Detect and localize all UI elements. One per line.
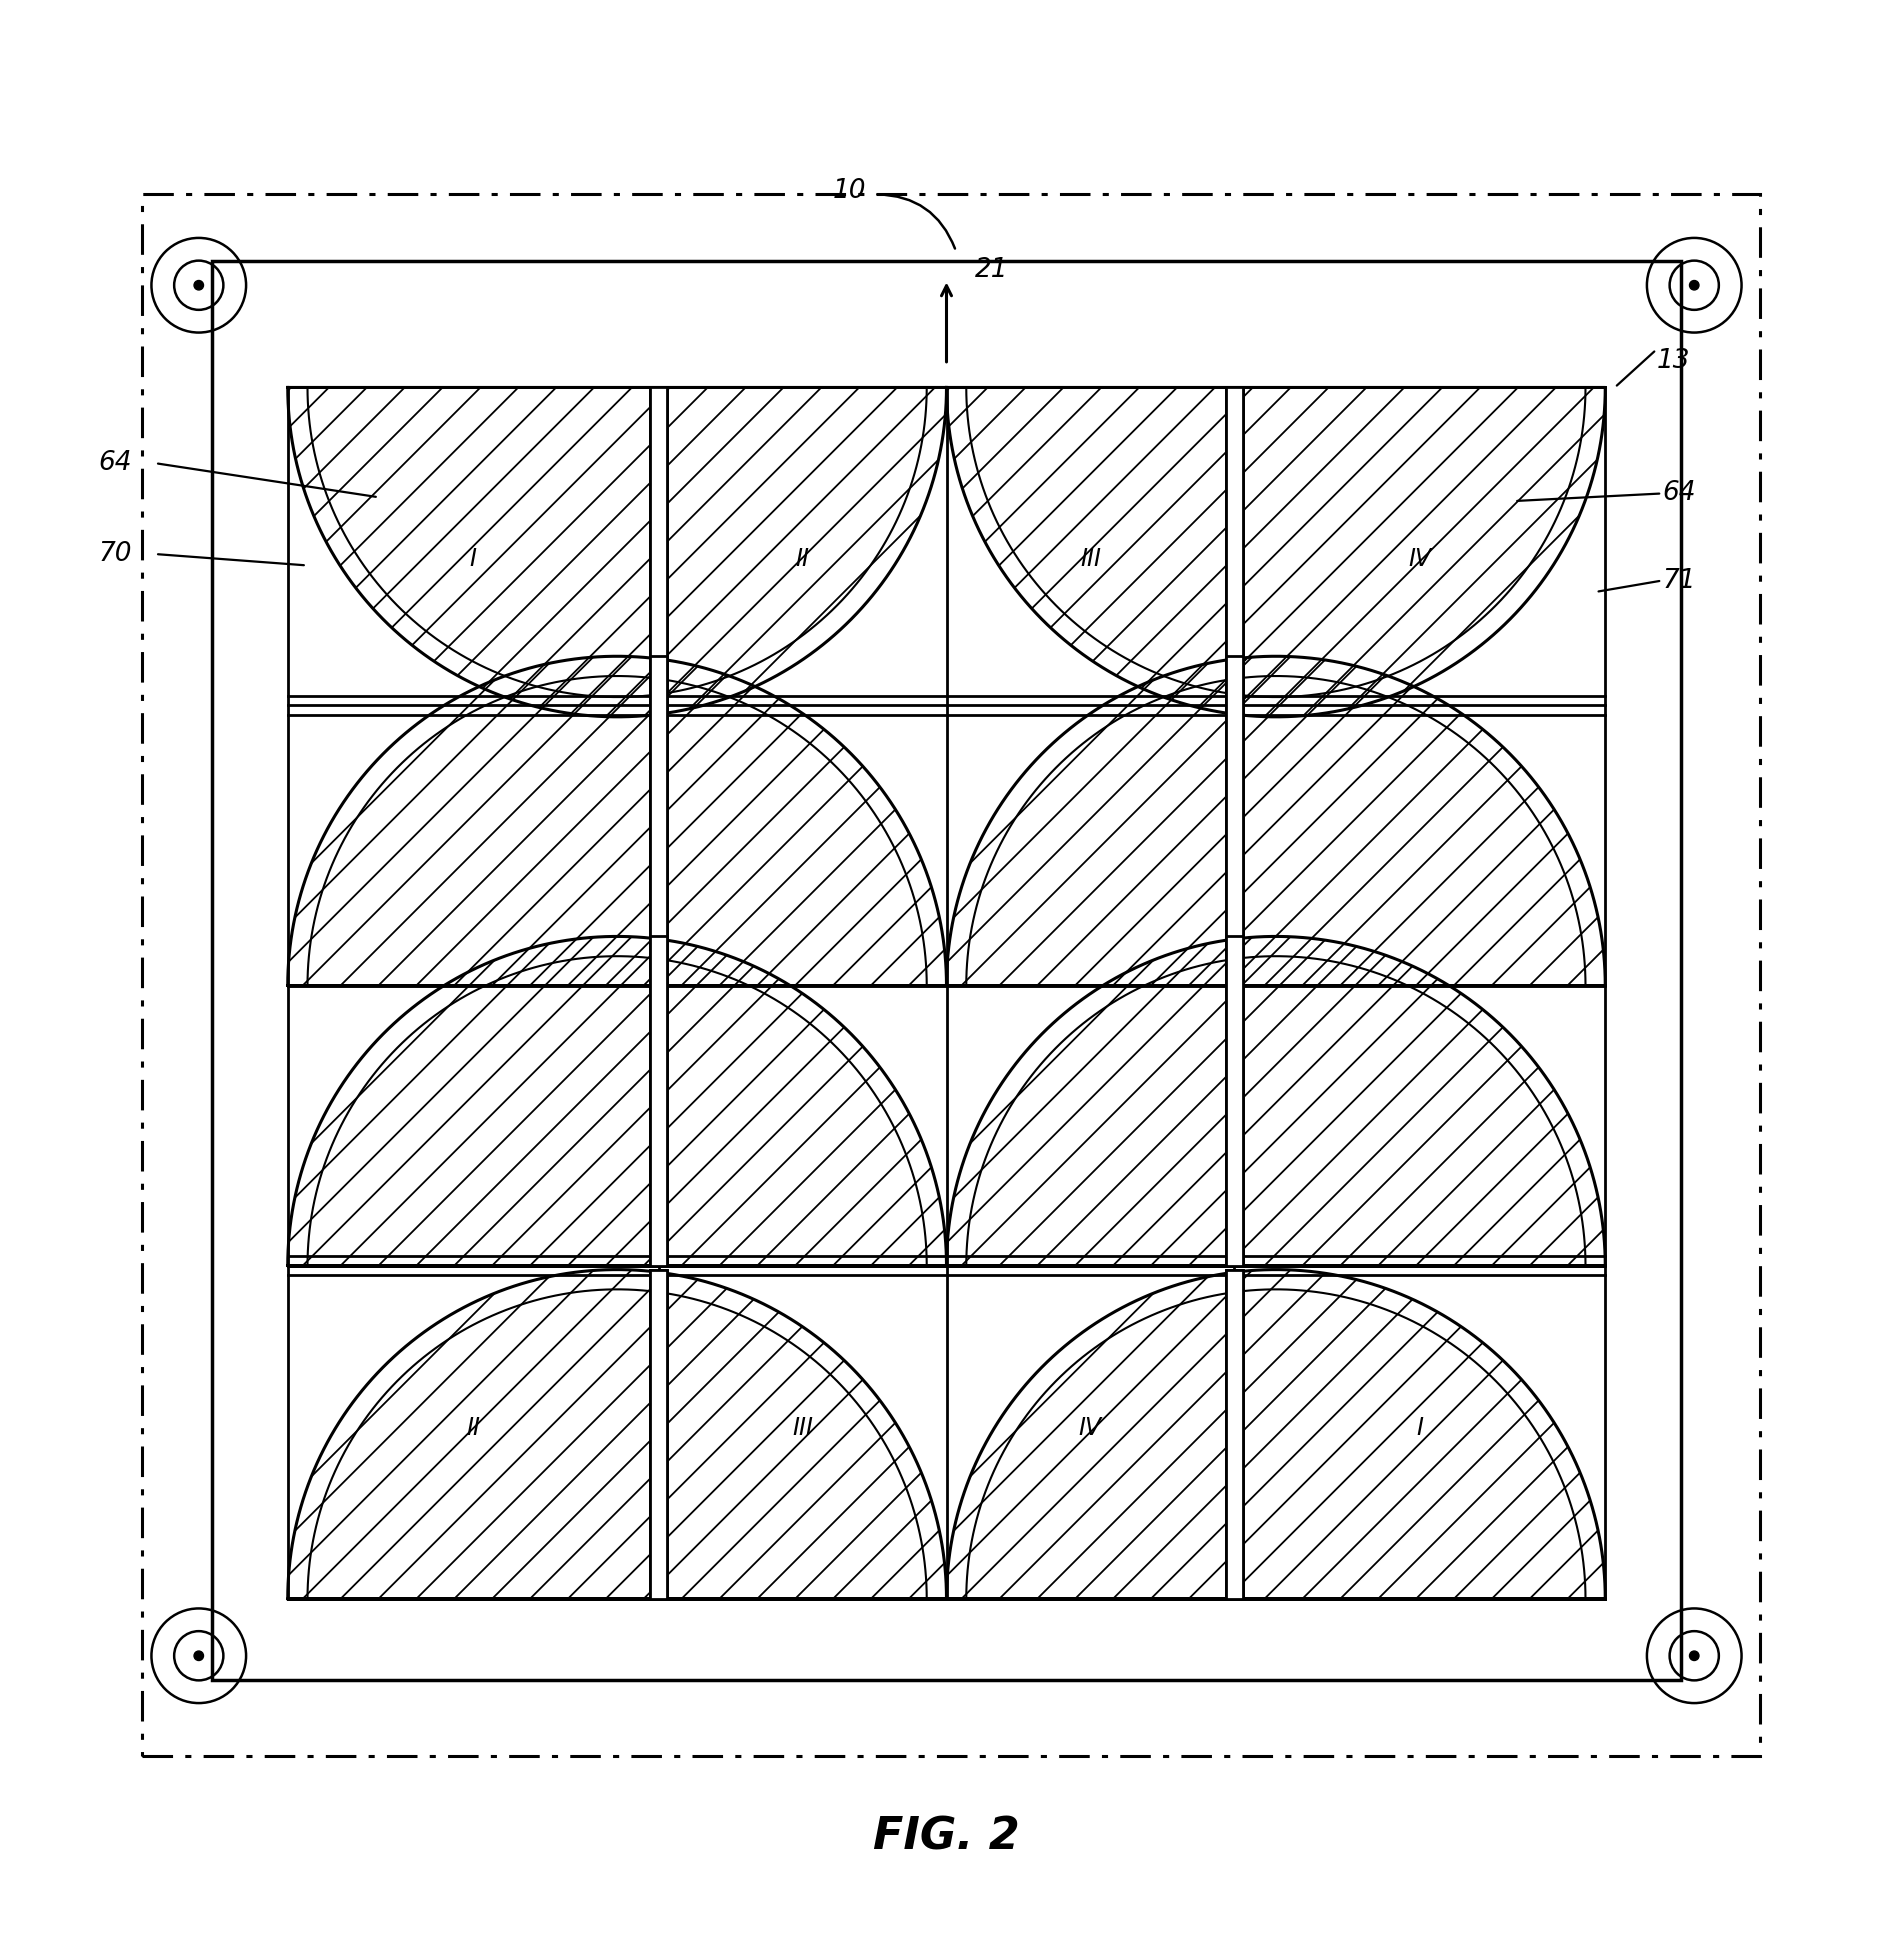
Bar — [1227, 388, 1244, 716]
Bar — [651, 936, 668, 1266]
Bar — [651, 656, 668, 986]
Text: 64: 64 — [98, 450, 133, 476]
Polygon shape — [288, 936, 946, 1266]
Polygon shape — [946, 388, 1605, 716]
Text: I: I — [1416, 1415, 1424, 1440]
Bar — [142, 194, 1760, 1757]
Polygon shape — [946, 1269, 1605, 1599]
Bar — [1227, 656, 1244, 986]
Polygon shape — [288, 1269, 946, 1599]
Circle shape — [195, 1652, 203, 1660]
Bar — [651, 936, 668, 1266]
Bar — [1227, 936, 1244, 1266]
Bar — [651, 388, 668, 716]
Text: II: II — [795, 547, 810, 571]
Text: III: III — [791, 1415, 814, 1440]
Circle shape — [1690, 281, 1700, 289]
Bar — [1227, 1269, 1244, 1599]
Polygon shape — [288, 656, 946, 986]
Text: 71: 71 — [1662, 567, 1696, 594]
Text: 13: 13 — [1656, 347, 1690, 375]
Text: FIG. 2: FIG. 2 — [873, 1817, 1020, 1859]
Bar — [1227, 1269, 1244, 1599]
Text: 64: 64 — [1662, 481, 1696, 507]
Circle shape — [195, 281, 203, 289]
Bar — [651, 388, 668, 716]
Text: III: III — [1079, 547, 1102, 571]
Bar — [651, 1269, 668, 1599]
Text: 21: 21 — [975, 256, 1009, 283]
Bar — [1227, 388, 1244, 716]
Text: II: II — [466, 1415, 481, 1440]
Bar — [212, 260, 1681, 1681]
Text: IV: IV — [1408, 547, 1431, 571]
Bar — [651, 1269, 668, 1599]
Text: 70: 70 — [98, 542, 133, 567]
Text: IV: IV — [1079, 1415, 1102, 1440]
Bar — [1227, 656, 1244, 986]
Polygon shape — [288, 388, 946, 716]
Polygon shape — [946, 656, 1605, 986]
Polygon shape — [946, 936, 1605, 1266]
Bar — [651, 656, 668, 986]
Text: I: I — [469, 547, 477, 571]
Bar — [1227, 936, 1244, 1266]
Circle shape — [1690, 1652, 1700, 1660]
Text: 10: 10 — [833, 177, 867, 204]
